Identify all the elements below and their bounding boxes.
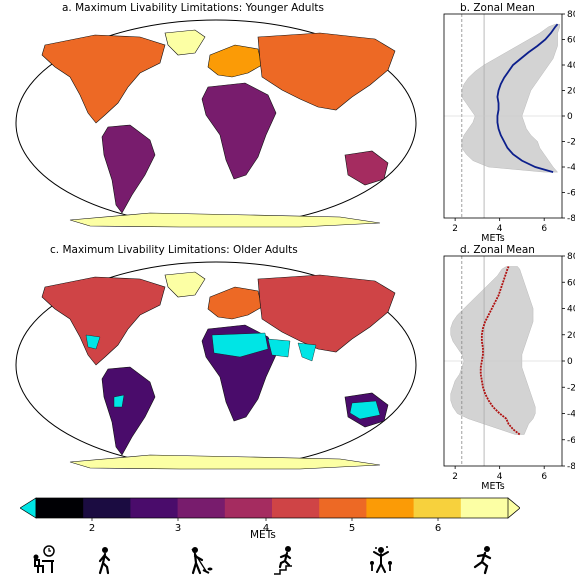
panel-a-title: a. Maximum Livability Limitations: Young… <box>62 2 324 14</box>
colorbar-tick-label: 4 <box>263 523 269 534</box>
climbing-stairs-icon <box>274 546 292 575</box>
colorbar-segment <box>36 498 84 518</box>
colorbar-segment <box>366 498 415 518</box>
zonal-mean-line <box>496 23 559 173</box>
land-africa <box>201 82 277 180</box>
y-tick-label: 20 <box>567 87 575 97</box>
x-axis-label: METs <box>481 233 504 244</box>
land-antarctica <box>69 212 381 228</box>
colorbar-segment <box>83 498 131 518</box>
x-axis-label: METs <box>481 481 504 492</box>
zonal-range-band <box>450 266 536 435</box>
y-tick-label: 20 <box>567 331 575 341</box>
colorbar-segment <box>224 498 273 518</box>
panel-d-title: d. Zonal Mean <box>460 244 535 256</box>
y-tick-label: 80 <box>567 252 575 262</box>
colorbar-segment <box>460 498 509 518</box>
zonal-range-band <box>461 23 561 173</box>
colorbar-tick-label: 2 <box>89 523 95 534</box>
y-tick-label: -40 <box>567 163 575 173</box>
colorbar-segment <box>177 498 226 518</box>
arabia-hotspot <box>267 338 291 358</box>
land-south-america <box>101 366 156 456</box>
colorbar-low-extension <box>20 497 37 519</box>
land-europe <box>207 44 263 78</box>
land-australia <box>344 150 389 186</box>
y-tick-label: 40 <box>567 305 575 315</box>
y-tick-label: 0 <box>567 357 573 367</box>
y-tick-label: -40 <box>567 410 575 420</box>
walking-icon <box>98 547 111 575</box>
zonal-mean-older-chart: -80-60-40-20020406080246METsLatitude (°N… <box>443 252 575 492</box>
y-tick-label: 40 <box>567 61 575 71</box>
raking-leaves-icon <box>191 547 213 575</box>
x-tick-label: 4 <box>497 472 503 482</box>
y-tick-label: -80 <box>567 462 575 472</box>
y-tick-label: -20 <box>567 138 575 148</box>
land-asia <box>257 274 396 353</box>
x-tick-label: 2 <box>452 224 458 234</box>
land-north-america <box>41 276 166 366</box>
colorbar-tick-label: 3 <box>175 523 181 534</box>
y-tick-label: 80 <box>567 10 575 20</box>
x-tick-label: 2 <box>452 472 458 482</box>
amazon-hotspot <box>113 394 125 408</box>
land-europe <box>207 286 263 320</box>
zonal-mean-younger-chart: -80-60-40-20020406080246METsLatitude (°N… <box>443 10 575 244</box>
colorbar-frame <box>35 497 509 519</box>
y-tick-label: -60 <box>567 436 575 446</box>
land-asia <box>257 32 396 111</box>
land-north-america <box>41 34 166 124</box>
panel-b-title: b. Zonal Mean <box>460 2 535 14</box>
colorbar-tick-label: 5 <box>349 523 355 534</box>
north-america-hotspot <box>85 334 101 350</box>
sitting-desk-clock-icon <box>33 545 55 573</box>
land-greenland <box>164 29 206 56</box>
x-tick-label: 6 <box>541 472 547 482</box>
land-antarctica <box>69 454 381 470</box>
y-tick-label: 0 <box>567 112 573 122</box>
india-hotspot <box>297 342 317 362</box>
sahara-hotspot <box>211 332 269 358</box>
colorbar-segment <box>272 498 320 518</box>
x-tick-label: 6 <box>541 224 547 234</box>
land-south-america <box>101 124 156 214</box>
colorbar-segment <box>319 498 367 518</box>
older-adults-map <box>15 261 417 470</box>
panel-c-title: c. Maximum Livability Limitations: Older… <box>50 244 298 256</box>
running-icon <box>473 546 492 575</box>
y-tick-label: 60 <box>567 36 575 46</box>
land-greenland <box>164 271 206 298</box>
colorbar-tick-label: 6 <box>435 523 441 534</box>
australia-hotspot <box>349 400 381 420</box>
colorbar-label: METs <box>250 529 276 541</box>
playing-with-kids-icon <box>370 546 392 573</box>
zonal-mean-line <box>479 266 521 436</box>
y-tick-label: 60 <box>567 278 575 288</box>
y-tick-label: -60 <box>567 189 575 199</box>
younger-adults-map <box>15 19 417 228</box>
y-tick-label: -20 <box>567 383 575 393</box>
colorbar-segment <box>130 498 179 518</box>
y-tick-label: -80 <box>567 214 575 224</box>
x-tick-label: 4 <box>497 224 503 234</box>
colorbar: 2 3 4 5 6 <box>20 497 520 534</box>
colorbar-high-extension <box>507 497 520 519</box>
colorbar-segment <box>413 498 462 518</box>
